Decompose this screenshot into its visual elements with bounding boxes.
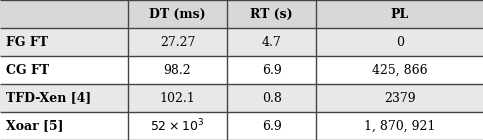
- Text: $52 \times 10^{3}$: $52 \times 10^{3}$: [150, 118, 205, 134]
- Text: RT (s): RT (s): [250, 8, 293, 20]
- Text: 0.8: 0.8: [262, 92, 282, 104]
- Text: 102.1: 102.1: [159, 92, 196, 104]
- Text: DT (ms): DT (ms): [149, 8, 206, 20]
- Text: CG FT: CG FT: [6, 64, 49, 76]
- Text: 0: 0: [396, 36, 404, 48]
- Bar: [0, 112, 483, 140]
- Text: 6.9: 6.9: [262, 64, 282, 76]
- Text: 4.7: 4.7: [262, 36, 282, 48]
- Text: TFD-Xen [4]: TFD-Xen [4]: [6, 92, 91, 104]
- Bar: [0, 0, 483, 28]
- Text: PL: PL: [391, 8, 409, 20]
- Text: 425, 866: 425, 866: [372, 64, 427, 76]
- Text: 6.9: 6.9: [262, 120, 282, 132]
- Text: 2379: 2379: [384, 92, 415, 104]
- Text: 27.27: 27.27: [160, 36, 195, 48]
- Text: 98.2: 98.2: [164, 64, 191, 76]
- Text: 1, 870, 921: 1, 870, 921: [364, 120, 435, 132]
- Text: Xoar [5]: Xoar [5]: [6, 120, 63, 132]
- Text: FG FT: FG FT: [6, 36, 48, 48]
- Bar: [0, 56, 483, 84]
- Bar: [0, 28, 483, 56]
- Bar: [0, 84, 483, 112]
